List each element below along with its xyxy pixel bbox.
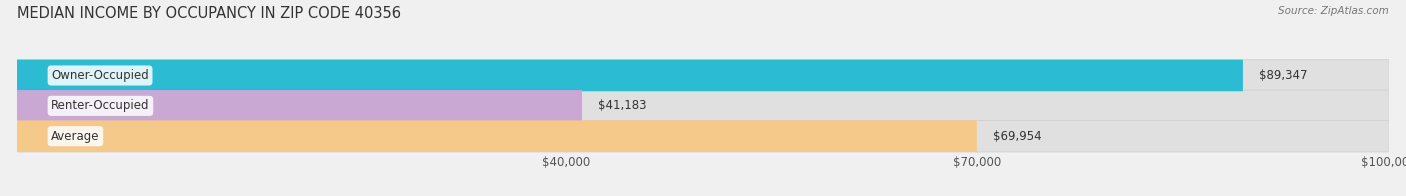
Text: Renter-Occupied: Renter-Occupied	[51, 99, 149, 112]
FancyBboxPatch shape	[17, 90, 582, 122]
FancyBboxPatch shape	[17, 120, 977, 152]
FancyBboxPatch shape	[17, 120, 1389, 152]
Text: $69,954: $69,954	[993, 130, 1042, 143]
Text: MEDIAN INCOME BY OCCUPANCY IN ZIP CODE 40356: MEDIAN INCOME BY OCCUPANCY IN ZIP CODE 4…	[17, 6, 401, 21]
FancyBboxPatch shape	[17, 60, 1389, 91]
Text: Owner-Occupied: Owner-Occupied	[51, 69, 149, 82]
Text: Average: Average	[51, 130, 100, 143]
Text: $41,183: $41,183	[599, 99, 647, 112]
FancyBboxPatch shape	[17, 60, 1243, 91]
Text: $89,347: $89,347	[1260, 69, 1308, 82]
FancyBboxPatch shape	[17, 90, 1389, 122]
Text: Source: ZipAtlas.com: Source: ZipAtlas.com	[1278, 6, 1389, 16]
